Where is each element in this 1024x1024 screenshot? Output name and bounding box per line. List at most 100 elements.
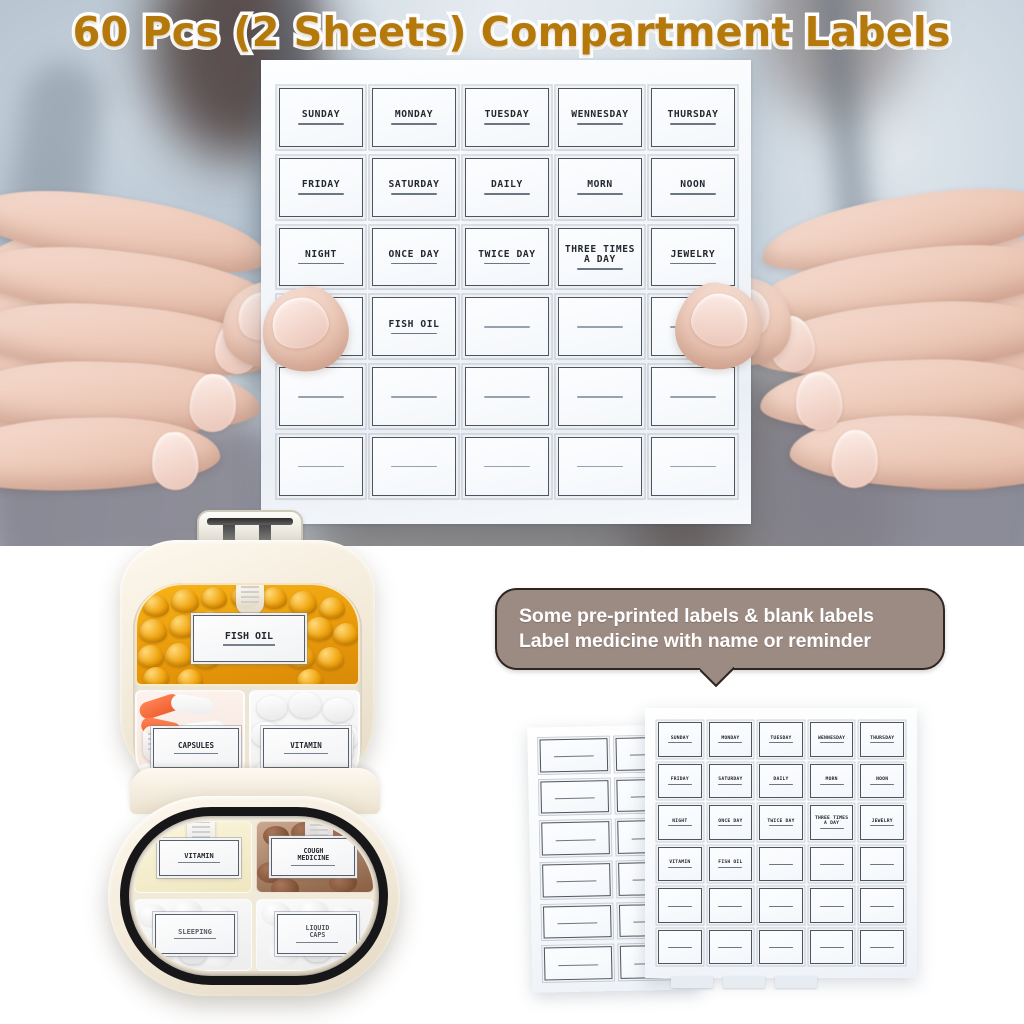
label-cell-printed[interactable]: MONDAY: [372, 88, 456, 147]
bottom-detail-panel: Some pre-printed labels & blank labels L…: [0, 510, 1024, 1024]
label-cell-blank[interactable]: [658, 888, 702, 923]
pillbox-open-bottom[interactable]: VITAMIN COUGH MEDICINE: [108, 768, 400, 996]
label-cell-printed[interactable]: SATURDAY: [372, 157, 456, 217]
label-write-line: [768, 947, 793, 948]
label-cell-printed[interactable]: SUNDAY: [658, 722, 702, 757]
label-cell-printed[interactable]: FRIDAY: [658, 763, 702, 798]
label-cell-printed[interactable]: TWICE DAY: [465, 227, 549, 287]
label-write-line: [298, 465, 344, 468]
label-cell-blank[interactable]: [658, 929, 702, 964]
label-sheet-printed-small[interactable]: SUNDAY MONDAY TUESDAY WENNESDAY THURSDAY FRID…: [645, 708, 917, 988]
label-cell-blank[interactable]: [759, 846, 803, 881]
compartment-sleeping[interactable]: SLEEPING: [134, 899, 252, 971]
label-cell-blank[interactable]: [539, 738, 609, 773]
label-cell-blank[interactable]: [465, 437, 549, 496]
label-cell-blank[interactable]: [542, 904, 612, 939]
label-cell-blank[interactable]: [279, 367, 363, 427]
label-cell-blank[interactable]: [809, 846, 854, 881]
label-cell-blank[interactable]: [651, 367, 735, 427]
label-write-line: [298, 263, 344, 265]
callout-line-1: Some pre-printed labels & blank labels: [519, 604, 874, 627]
label-write-line: [391, 123, 437, 125]
label-cell-printed[interactable]: TUESDAY: [759, 722, 803, 757]
page-title: 60 Pcs (2 Sheets) Compartment Labels: [0, 5, 1024, 60]
label-cell-blank[interactable]: [372, 437, 456, 496]
label-cell-blank[interactable]: [860, 888, 904, 923]
label-cell-blank[interactable]: [543, 946, 613, 981]
label-write-line: [391, 332, 437, 335]
sticker-vitamin-bottom[interactable]: VITAMIN: [159, 840, 239, 876]
label-cell-printed[interactable]: SATURDAY: [708, 763, 753, 798]
sticker-capsules[interactable]: CAPSULES: [153, 728, 239, 768]
label-cell-blank[interactable]: [860, 846, 904, 881]
label-cell-printed[interactable]: MORN: [809, 763, 854, 798]
callout-tail: [700, 667, 734, 689]
label-cell-blank[interactable]: [465, 297, 549, 357]
label-cell-printed[interactable]: MONDAY: [708, 722, 753, 757]
label-cell-printed[interactable]: TWICE DAY: [759, 805, 803, 840]
label-cell-blank[interactable]: [708, 888, 753, 923]
pillbox-open-top[interactable]: FISH OIL: [120, 510, 375, 802]
label-cell-blank[interactable]: [708, 929, 753, 964]
sticker-fish-oil[interactable]: FISH OIL: [193, 615, 305, 662]
label-cell-printed[interactable]: THURSDAY: [860, 722, 904, 757]
label-cell-blank[interactable]: [809, 888, 854, 923]
label-cell-text: SUNDAY: [670, 735, 689, 741]
label-cell-blank[interactable]: [860, 929, 904, 964]
label-cell-blank[interactable]: [759, 929, 803, 964]
label-cell-text: FRIDAY: [301, 178, 341, 190]
label-cell-blank[interactable]: [558, 367, 642, 427]
label-cell-printed[interactable]: DAILY: [759, 763, 803, 798]
label-cell-blank[interactable]: [279, 437, 363, 496]
label-cell-text: TUESDAY: [770, 735, 792, 741]
label-cell-printed[interactable]: NIGHT: [658, 805, 702, 840]
label-write-line: [558, 963, 599, 966]
sticker-vitamin-top[interactable]: VITAMIN: [263, 728, 349, 768]
sticker-sleeping[interactable]: SLEEPING: [155, 914, 235, 954]
label-cell-printed[interactable]: WENNESDAY: [809, 722, 854, 757]
label-cell-printed[interactable]: NIGHT: [279, 227, 363, 287]
label-cell-printed[interactable]: NOON: [651, 157, 735, 217]
label-cell-blank[interactable]: [759, 888, 803, 923]
label-cell-text: MONDAY: [721, 735, 740, 741]
label-cell-blank[interactable]: [540, 779, 610, 814]
label-cell-printed[interactable]: SUNDAY: [279, 88, 363, 147]
label-cell-printed[interactable]: ONCE DAY: [372, 227, 456, 287]
label-cell-blank[interactable]: [558, 437, 642, 496]
label-cell-blank[interactable]: [558, 297, 642, 357]
label-cell-printed[interactable]: FISH OIL: [372, 297, 456, 357]
label-sheet-large[interactable]: SUNDAY MONDAY TUESDAY WENNESDAY THURSDAY FRID…: [261, 60, 751, 524]
label-cell-printed[interactable]: MORN: [558, 157, 642, 217]
label-cell-printed[interactable]: WENNESDAY: [558, 88, 642, 147]
label-cell-printed[interactable]: ONCE DAY: [708, 805, 753, 840]
label-cell-text: WENNESDAY: [817, 735, 846, 741]
compartment-fish-oil[interactable]: FISH OIL: [135, 583, 360, 686]
label-cell-printed[interactable]: THREE TIMES A DAY: [809, 805, 854, 840]
label-write-line: [718, 825, 743, 826]
label-cell-printed[interactable]: THURSDAY: [651, 88, 735, 147]
label-cell-blank[interactable]: [541, 821, 610, 856]
label-write-line: [870, 742, 895, 743]
label-write-line: [819, 905, 844, 907]
label-write-line: [819, 947, 844, 948]
label-cell-printed[interactable]: DAILY: [465, 157, 549, 217]
label-cell-printed[interactable]: NOON: [860, 763, 904, 798]
label-cell-printed[interactable]: FRIDAY: [279, 157, 363, 217]
label-cell-printed[interactable]: THREE TIMES A DAY: [558, 227, 642, 287]
label-cell-blank[interactable]: [542, 863, 611, 898]
label-write-line: [819, 783, 844, 785]
compartment-vitamin-top[interactable]: VITAMIN: [249, 690, 360, 802]
sticker-cough-medicine[interactable]: COUGH MEDICINE: [271, 838, 356, 876]
label-cell-printed[interactable]: VITAMIN: [658, 846, 702, 881]
label-cell-printed[interactable]: JEWELRY: [651, 227, 735, 287]
label-cell-blank[interactable]: [372, 367, 456, 427]
label-cell-blank[interactable]: [651, 437, 735, 496]
label-cell-printed[interactable]: TUESDAY: [465, 88, 549, 147]
label-cell-text: DAILY: [491, 178, 523, 190]
label-cell-printed[interactable]: JEWELRY: [860, 805, 904, 840]
label-cell-blank[interactable]: [465, 367, 549, 427]
sticker-liquid-caps[interactable]: LIQUID CAPS: [277, 914, 358, 954]
label-write-line: [718, 783, 743, 785]
label-cell-blank[interactable]: [809, 929, 854, 964]
label-cell-printed[interactable]: FISH OIL: [708, 846, 753, 881]
